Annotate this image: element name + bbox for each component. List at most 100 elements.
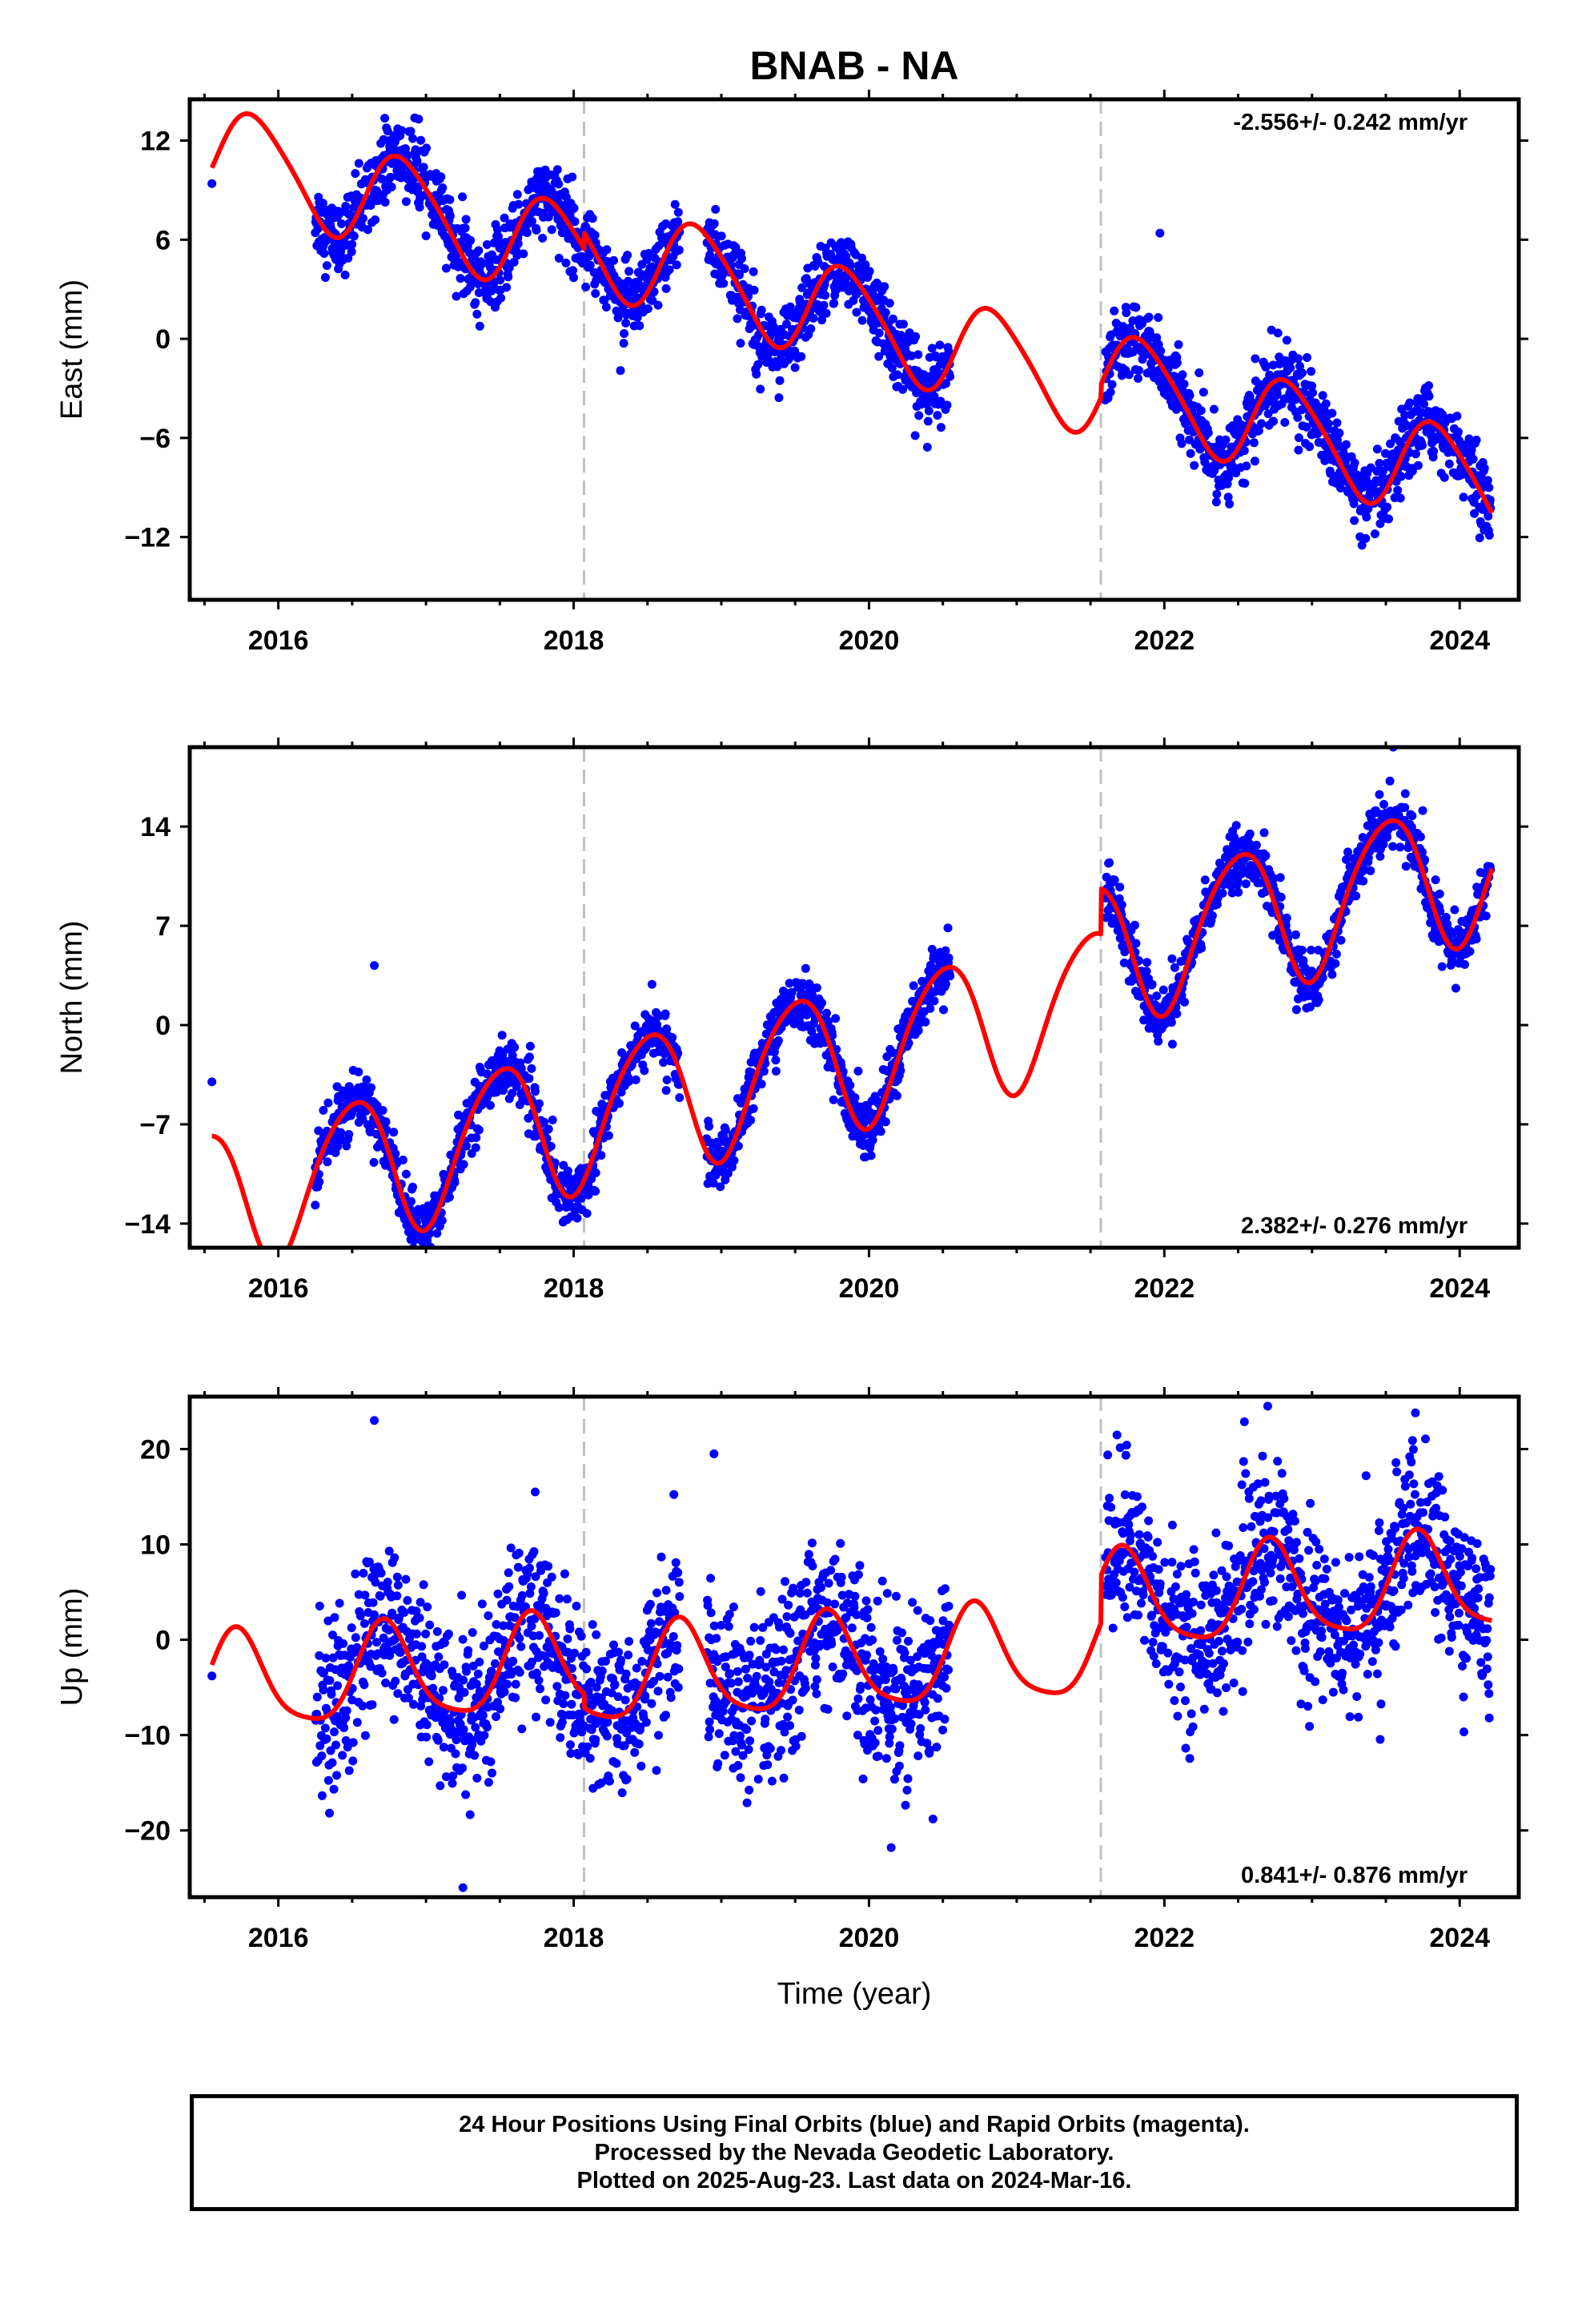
data-point bbox=[705, 1122, 714, 1131]
data-point bbox=[633, 277, 643, 287]
x-tick-label: 2024 bbox=[1429, 625, 1490, 656]
data-point bbox=[1261, 362, 1271, 372]
data-point bbox=[775, 376, 785, 385]
data-point bbox=[1211, 497, 1221, 507]
data-point bbox=[757, 1080, 766, 1089]
data-point bbox=[1298, 946, 1307, 955]
data-point bbox=[1295, 361, 1304, 371]
y-tick-label: −6 bbox=[139, 424, 171, 454]
data-point bbox=[1110, 875, 1119, 885]
data-point bbox=[500, 1687, 509, 1697]
data-point bbox=[1357, 541, 1367, 550]
data-point bbox=[1415, 832, 1425, 842]
data-point bbox=[504, 263, 514, 272]
data-point bbox=[568, 266, 577, 275]
data-point bbox=[1331, 959, 1340, 968]
data-point bbox=[1484, 530, 1494, 540]
data-point bbox=[494, 231, 503, 241]
data-point bbox=[615, 1099, 624, 1108]
data-point bbox=[1200, 875, 1210, 885]
data-point bbox=[554, 179, 564, 189]
data-point bbox=[437, 1216, 447, 1225]
data-point bbox=[752, 369, 761, 379]
data-point bbox=[319, 1106, 328, 1115]
data-point bbox=[736, 339, 745, 348]
data-point bbox=[475, 321, 484, 331]
data-point bbox=[460, 1687, 469, 1697]
data-point bbox=[460, 223, 470, 233]
data-points bbox=[207, 113, 1496, 550]
data-point bbox=[1384, 514, 1393, 524]
data-point bbox=[519, 249, 528, 259]
data-point bbox=[653, 300, 663, 310]
data-point bbox=[944, 953, 954, 963]
data-point bbox=[456, 274, 465, 283]
data-point bbox=[419, 163, 428, 172]
data-point bbox=[1178, 370, 1187, 380]
data-point bbox=[551, 1608, 560, 1618]
data-point bbox=[719, 279, 729, 288]
data-point bbox=[1218, 888, 1227, 898]
data-point bbox=[885, 299, 894, 308]
data-point bbox=[525, 1041, 535, 1051]
data-point bbox=[344, 1130, 354, 1139]
data-point bbox=[387, 183, 396, 191]
data-point bbox=[1407, 466, 1417, 476]
data-point bbox=[504, 272, 513, 282]
data-point bbox=[604, 1131, 613, 1140]
data-point bbox=[1169, 372, 1178, 381]
data-point bbox=[376, 1568, 386, 1578]
data-point bbox=[1460, 959, 1469, 969]
data-point bbox=[320, 1723, 330, 1733]
data-point bbox=[517, 1724, 527, 1734]
data-point bbox=[1144, 312, 1154, 322]
data-point bbox=[1419, 399, 1428, 408]
data-point bbox=[1152, 333, 1162, 343]
data-point bbox=[544, 1124, 553, 1134]
data-point bbox=[821, 308, 831, 318]
data-point bbox=[1467, 445, 1476, 455]
data-point bbox=[887, 364, 897, 372]
data-point bbox=[506, 1543, 516, 1553]
data-point bbox=[415, 1613, 424, 1622]
data-point bbox=[1318, 391, 1327, 400]
data-point bbox=[570, 217, 580, 227]
data-point bbox=[1444, 459, 1454, 468]
data-point bbox=[487, 286, 496, 296]
data-point bbox=[565, 1624, 575, 1634]
data-point bbox=[547, 1572, 556, 1582]
data-point bbox=[433, 1735, 443, 1745]
data-point bbox=[509, 257, 519, 267]
data-point bbox=[1117, 900, 1126, 910]
data-point bbox=[1431, 875, 1440, 885]
data-point bbox=[377, 175, 387, 183]
data-point bbox=[737, 254, 746, 263]
data-point bbox=[1395, 493, 1405, 503]
data-point bbox=[552, 1682, 562, 1691]
data-point bbox=[892, 1091, 901, 1100]
data-point bbox=[874, 328, 884, 338]
data-point bbox=[1221, 435, 1231, 444]
data-point bbox=[771, 1055, 781, 1065]
data-point bbox=[853, 1067, 863, 1076]
data-point bbox=[330, 1727, 339, 1737]
data-point bbox=[536, 1684, 544, 1694]
model-fit-line bbox=[209, 111, 1495, 515]
data-point bbox=[1335, 428, 1344, 438]
data-point bbox=[438, 1686, 448, 1695]
data-point bbox=[801, 963, 810, 973]
data-point bbox=[438, 183, 448, 192]
data-point bbox=[470, 1751, 480, 1760]
data-point bbox=[921, 1017, 930, 1027]
data-point bbox=[749, 285, 759, 295]
data-point bbox=[432, 1626, 442, 1636]
data-point bbox=[1308, 388, 1318, 397]
data-point bbox=[459, 1675, 468, 1685]
data-point bbox=[539, 1589, 548, 1598]
data-point bbox=[408, 1182, 417, 1192]
data-point bbox=[362, 1075, 371, 1084]
data-point bbox=[554, 253, 564, 263]
data-point bbox=[524, 1052, 534, 1062]
data-point bbox=[417, 1642, 427, 1651]
